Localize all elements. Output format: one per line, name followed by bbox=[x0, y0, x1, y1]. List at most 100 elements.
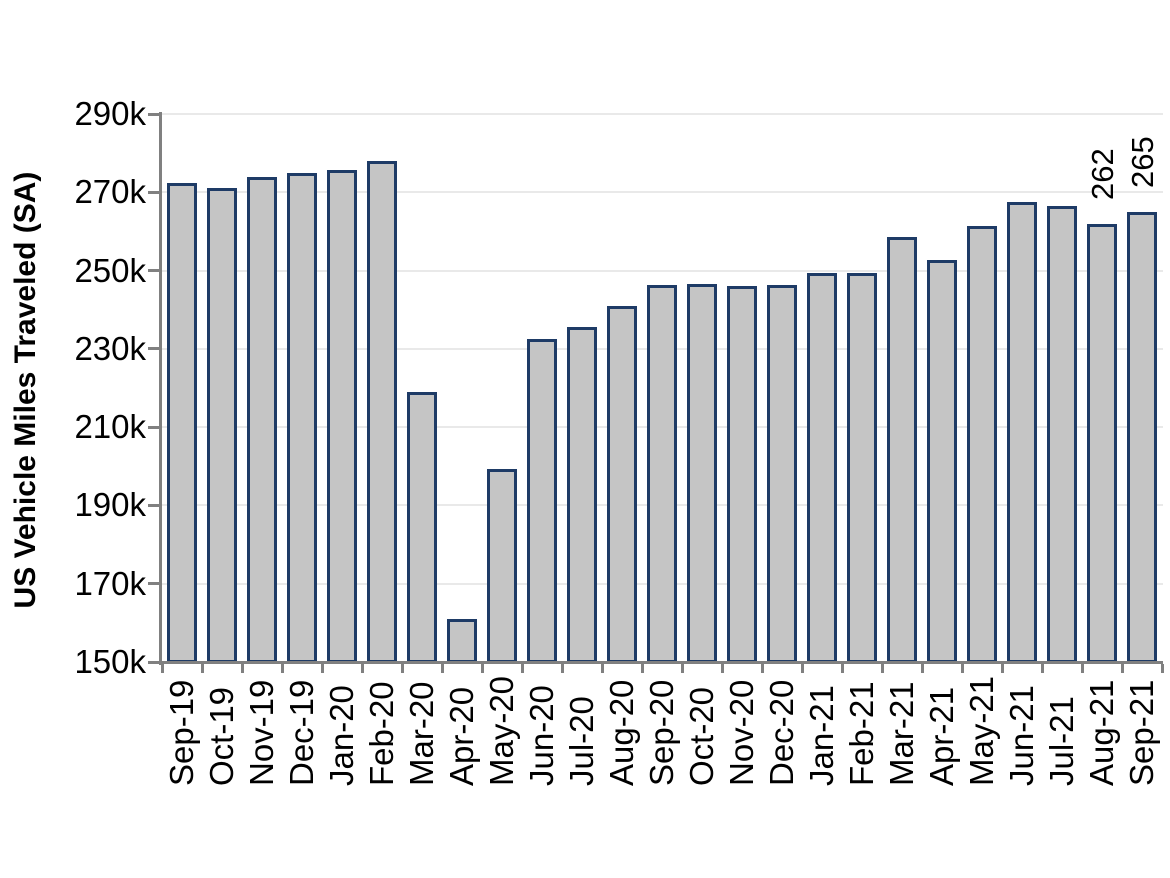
x-tick-mark bbox=[200, 664, 204, 673]
bar-data-label: 262 bbox=[1085, 147, 1120, 200]
bar bbox=[1087, 223, 1117, 663]
bar bbox=[1127, 211, 1157, 663]
x-tick-mark bbox=[640, 664, 644, 673]
bar bbox=[207, 188, 237, 663]
y-tick-mark bbox=[148, 425, 160, 429]
bar bbox=[487, 469, 517, 663]
x-category-label: Jun-20 bbox=[523, 685, 560, 786]
bar bbox=[287, 173, 317, 663]
x-tick-mark bbox=[1160, 664, 1164, 673]
x-category-label: Feb-21 bbox=[843, 681, 880, 786]
x-tick-mark bbox=[720, 664, 724, 673]
bar bbox=[447, 618, 477, 663]
y-tick-mark bbox=[148, 190, 160, 194]
x-tick-mark bbox=[1040, 664, 1044, 673]
x-category-label: Jun-21 bbox=[1003, 685, 1040, 786]
y-tick-mark bbox=[148, 269, 160, 273]
x-category-label: May-20 bbox=[483, 675, 520, 786]
bar bbox=[567, 326, 597, 663]
bar bbox=[607, 305, 637, 663]
y-tick-label: 230k bbox=[74, 329, 146, 367]
x-category-label: Jan-21 bbox=[803, 685, 840, 786]
y-tick-label: 170k bbox=[74, 564, 146, 602]
gridline bbox=[162, 269, 1163, 272]
bar bbox=[367, 161, 397, 663]
bar bbox=[647, 285, 677, 663]
x-category-label: Sep-21 bbox=[1123, 679, 1160, 786]
x-tick-mark bbox=[280, 664, 284, 673]
y-tick-label: 250k bbox=[74, 251, 146, 289]
x-category-label: Aug-20 bbox=[603, 679, 640, 786]
y-tick-mark bbox=[148, 347, 160, 351]
x-category-label: Apr-20 bbox=[443, 686, 480, 786]
y-tick-mark bbox=[148, 112, 160, 116]
bar bbox=[527, 338, 557, 663]
x-category-label: Sep-19 bbox=[163, 679, 200, 786]
bar bbox=[847, 273, 877, 663]
gridline bbox=[162, 113, 1163, 115]
x-axis-line bbox=[159, 661, 1163, 664]
x-category-label: Oct-19 bbox=[203, 686, 240, 786]
x-tick-mark bbox=[880, 664, 884, 673]
x-tick-mark bbox=[160, 664, 164, 673]
x-category-label: Mar-20 bbox=[403, 681, 440, 786]
y-tick-label: 190k bbox=[74, 486, 146, 524]
x-category-label: Mar-21 bbox=[883, 681, 920, 786]
bar bbox=[727, 286, 757, 663]
y-tick-mark bbox=[148, 582, 160, 586]
bar bbox=[327, 170, 357, 663]
x-category-label: Oct-20 bbox=[683, 686, 720, 786]
bar bbox=[1047, 206, 1077, 663]
y-tick-label: 270k bbox=[74, 173, 146, 211]
x-tick-mark bbox=[800, 664, 804, 673]
x-tick-mark bbox=[520, 664, 524, 673]
y-tick-mark bbox=[148, 660, 160, 664]
x-tick-mark bbox=[560, 664, 564, 673]
gridline bbox=[162, 191, 1163, 194]
bar bbox=[887, 237, 917, 663]
x-tick-mark bbox=[440, 664, 444, 673]
x-tick-mark bbox=[240, 664, 244, 673]
x-tick-mark bbox=[600, 664, 604, 673]
y-tick-label: 290k bbox=[74, 95, 146, 132]
x-category-label: Jul-21 bbox=[1043, 696, 1080, 786]
x-tick-mark bbox=[360, 664, 364, 673]
x-tick-mark bbox=[1120, 664, 1124, 673]
x-tick-mark bbox=[400, 664, 404, 673]
x-category-label: Nov-19 bbox=[243, 679, 280, 786]
bar bbox=[407, 391, 437, 663]
x-category-label: Feb-20 bbox=[363, 681, 400, 786]
x-tick-mark bbox=[920, 664, 924, 673]
x-tick-mark bbox=[960, 664, 964, 673]
bar bbox=[1007, 202, 1037, 663]
x-tick-mark bbox=[1080, 664, 1084, 673]
bar bbox=[807, 272, 837, 663]
x-category-label: Jan-20 bbox=[323, 685, 360, 786]
y-tick-mark bbox=[148, 503, 160, 507]
bar bbox=[167, 183, 197, 663]
x-tick-mark bbox=[1000, 664, 1004, 673]
bar bbox=[927, 260, 957, 663]
x-category-label: Apr-21 bbox=[923, 686, 960, 786]
x-category-label: Dec-19 bbox=[283, 679, 320, 786]
x-tick-mark bbox=[480, 664, 484, 673]
bar bbox=[967, 225, 997, 663]
y-tick-label: 210k bbox=[74, 408, 146, 446]
y-axis-line bbox=[159, 112, 162, 665]
x-category-label: May-21 bbox=[963, 675, 1000, 786]
x-category-label: Jul-20 bbox=[563, 696, 600, 786]
bar bbox=[687, 283, 717, 663]
bar bbox=[247, 177, 277, 663]
x-tick-mark bbox=[680, 664, 684, 673]
bar bbox=[767, 285, 797, 663]
x-tick-mark bbox=[320, 664, 324, 673]
x-category-label: Aug-21 bbox=[1083, 679, 1120, 786]
x-category-label: Nov-20 bbox=[723, 679, 760, 786]
y-tick-label: 150k bbox=[74, 643, 146, 680]
x-category-label: Sep-20 bbox=[643, 679, 680, 786]
x-category-label: Dec-20 bbox=[763, 679, 800, 786]
bar-data-label: 265 bbox=[1125, 136, 1160, 188]
x-tick-mark bbox=[760, 664, 764, 673]
x-tick-mark bbox=[840, 664, 844, 673]
